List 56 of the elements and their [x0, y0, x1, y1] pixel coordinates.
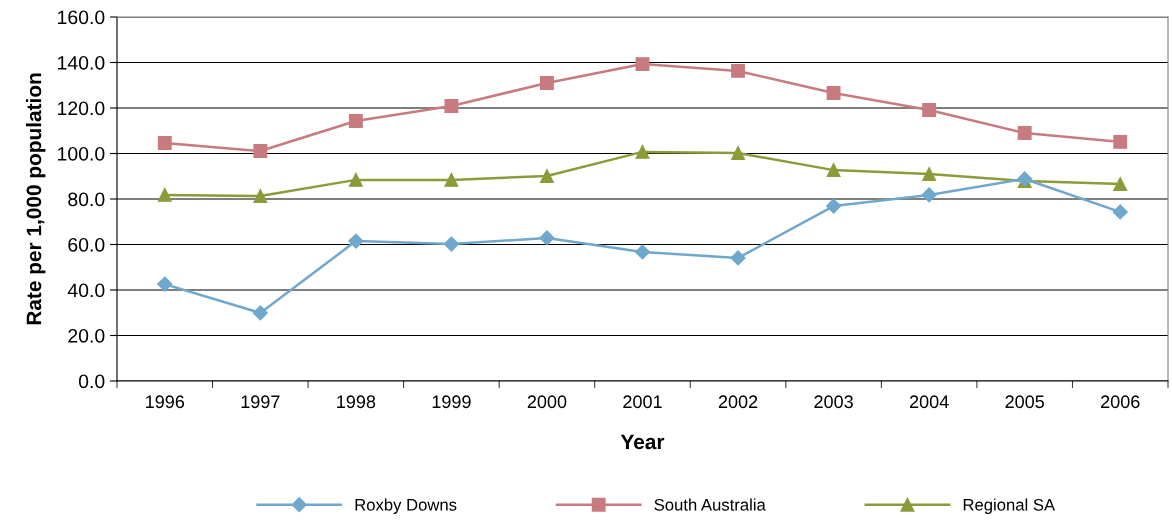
y-tick-label: 40.0: [67, 283, 105, 298]
point: [540, 169, 554, 183]
point: [157, 187, 172, 202]
point: [443, 236, 459, 252]
y-tick-label: 80.0: [68, 192, 105, 207]
x-tick-label: 2005: [1005, 395, 1045, 409]
point: [826, 86, 841, 100]
point: [348, 172, 363, 187]
legend-label: South Australia: [654, 498, 766, 511]
point: [1113, 134, 1128, 149]
point: [826, 198, 842, 214]
y-tick-label: 0.0: [78, 374, 105, 389]
x-tick-label: 2004: [909, 395, 949, 409]
y-tick-label: 160.0: [58, 10, 105, 25]
point: [635, 144, 650, 159]
point: [539, 230, 555, 246]
y-tick-label: 140.0: [58, 55, 105, 70]
point: [348, 114, 363, 128]
point: [730, 250, 746, 266]
x-tick-label: 2003: [814, 395, 853, 409]
point: [1017, 126, 1032, 140]
y-tick-label: 20.0: [68, 328, 105, 343]
point: [252, 305, 268, 321]
point: [731, 146, 745, 160]
point: [253, 189, 268, 203]
legend-label: Regional SA: [963, 498, 1056, 514]
point: [444, 99, 459, 113]
y-tick-label: 120.0: [58, 101, 105, 116]
point: [540, 76, 554, 90]
point: [731, 63, 745, 78]
x-tick-label: 2006: [1101, 395, 1140, 409]
point: [826, 163, 841, 178]
y-tick-label: 100.0: [58, 146, 105, 161]
point: [634, 244, 651, 260]
point: [253, 144, 268, 158]
point: [922, 167, 937, 181]
point: [348, 233, 364, 249]
x-tick-label: 2000: [527, 395, 567, 409]
x-axis-title: Year: [620, 434, 665, 450]
point: [1113, 177, 1128, 191]
x-tick-label: 1996: [146, 395, 185, 409]
x-tick-label: 2001: [623, 395, 662, 409]
y-axis-title: Rate per 1,000 population: [26, 73, 46, 325]
x-tick-label: 1998: [337, 395, 376, 409]
x-tick-label: 2002: [718, 395, 758, 409]
y-tick-label: 60.0: [68, 237, 105, 252]
legend-label: Roxby Downs: [355, 498, 457, 514]
point: [921, 187, 937, 203]
point: [635, 57, 650, 72]
point: [922, 103, 937, 117]
x-tick-label: 1999: [432, 395, 471, 409]
point: [444, 172, 459, 187]
point: [1112, 204, 1128, 220]
x-tick-label: 1997: [241, 395, 280, 409]
point: [157, 136, 172, 150]
point: [157, 276, 173, 292]
